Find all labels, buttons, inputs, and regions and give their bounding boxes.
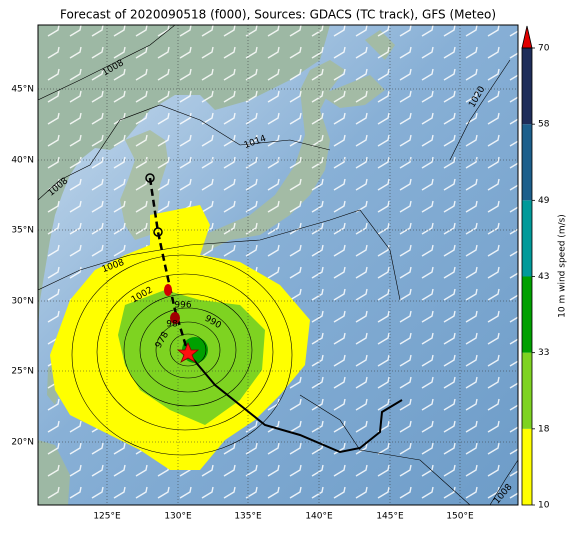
colorbar-tick-label: 58	[538, 120, 550, 130]
colorbar: 10 18 33 43 49 58 70	[521, 25, 550, 511]
lat-label: 40°N	[11, 156, 34, 166]
storm-center	[176, 341, 200, 363]
map-frame	[37, 24, 519, 506]
colorbar-segment	[522, 124, 532, 201]
lon-label: 140°E	[305, 512, 333, 522]
forecast-track	[148, 177, 190, 354]
isobar-label: 996	[174, 301, 191, 311]
lat-label: 35°N	[11, 226, 34, 236]
track-point	[145, 173, 155, 183]
colorbar-segment	[522, 200, 532, 277]
track-point	[170, 312, 180, 324]
colorbar-extend	[521, 25, 533, 49]
colorbar-segment	[522, 48, 532, 125]
colorbar-tick-label: 49	[538, 196, 550, 206]
track-point	[164, 284, 172, 296]
lon-label: 130°E	[164, 512, 192, 522]
lat-label: 45°N	[11, 85, 34, 95]
lon-label: 150°E	[446, 512, 474, 522]
lon-label: 145°E	[376, 512, 404, 522]
lat-label: 20°N	[11, 438, 34, 448]
map: 1008 1014 1020 1008 1008 1002 996 990 98…	[38, 25, 518, 505]
colorbar-segment	[522, 276, 532, 353]
past-track	[187, 352, 403, 454]
lon-label: 125°E	[93, 512, 121, 522]
track-point	[153, 227, 163, 237]
colorbar-label: 10 m wind speed (m/s)	[558, 214, 568, 318]
lat-label: 30°N	[11, 297, 34, 307]
graticule	[38, 25, 518, 505]
colorbar-tick-label: 70	[538, 44, 550, 54]
colorbar-tick-label: 43	[538, 272, 549, 282]
colorbar-tick-label: 33	[538, 348, 549, 358]
lon-label: 135°E	[234, 512, 262, 522]
colorbar-tick-label: 18	[538, 424, 550, 434]
colorbar-segment	[522, 428, 532, 505]
colorbar-segment	[522, 352, 532, 429]
lat-label: 25°N	[11, 367, 34, 377]
isobar-label: 98	[166, 320, 178, 330]
isobars	[38, 25, 518, 505]
colorbar-tick-label: 10	[538, 501, 550, 511]
title: Forecast of 2020090518 (f000), Sources: …	[60, 8, 496, 22]
